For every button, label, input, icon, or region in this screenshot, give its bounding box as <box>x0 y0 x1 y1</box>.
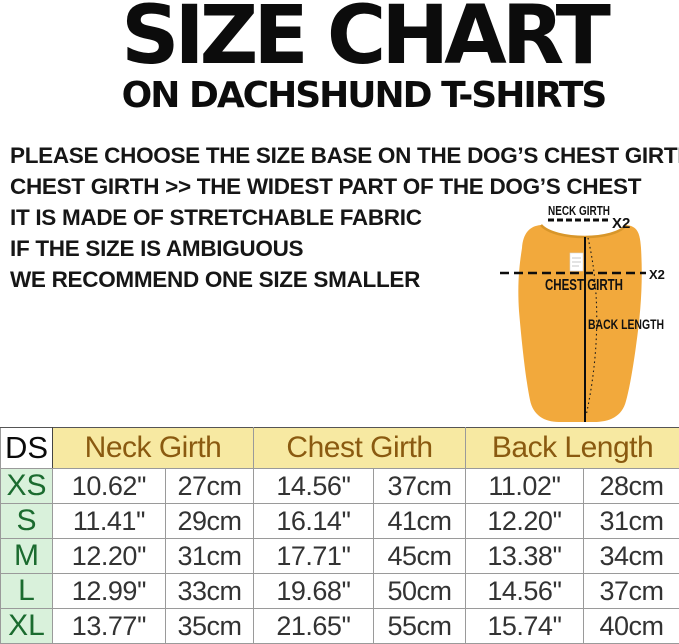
sizing-notes: PLEASE CHOOSE THE SIZE BASE ON THE DOG’S… <box>10 140 510 295</box>
value-cell: 31cm <box>584 504 679 539</box>
neck-x2-label: X2 <box>612 215 630 232</box>
value-cell: 31cm <box>166 539 254 574</box>
value-cell: 28cm <box>584 469 679 504</box>
value-cell: 37cm <box>584 574 679 609</box>
value-cell: 13.38'' <box>466 539 584 574</box>
note-line: WE RECOMMEND ONE SIZE SMALLER <box>10 264 510 295</box>
value-cell: 11.02'' <box>466 469 584 504</box>
back-length-label: BACK LENGTH <box>588 317 664 332</box>
value-cell: 41cm <box>374 504 466 539</box>
size-cell: XS <box>1 469 53 504</box>
shirt-diagram-svg: NECK GIRTH X2 X2 CHEST GIRTH BACK LENGTH <box>495 196 679 432</box>
col-header-back-length: Back Length <box>466 428 679 469</box>
value-cell: 17.71'' <box>254 539 374 574</box>
value-cell: 12.20'' <box>53 539 166 574</box>
value-cell: 34cm <box>584 539 679 574</box>
value-cell: 14.56'' <box>254 469 374 504</box>
value-cell: 50cm <box>374 574 466 609</box>
size-cell: L <box>1 574 53 609</box>
value-cell: 12.99'' <box>53 574 166 609</box>
value-cell: 27cm <box>166 469 254 504</box>
page-title: SIZE CHART <box>48 0 679 82</box>
value-cell: 33cm <box>166 574 254 609</box>
chest-x2-label: X2 <box>649 267 665 282</box>
size-cell: S <box>1 504 53 539</box>
size-cell: M <box>1 539 53 574</box>
value-cell: 13.77'' <box>53 609 166 644</box>
size-cell: XL <box>1 609 53 644</box>
value-cell: 55cm <box>374 609 466 644</box>
value-cell: 19.68'' <box>254 574 374 609</box>
value-cell: 11.41'' <box>53 504 166 539</box>
value-cell: 35cm <box>166 609 254 644</box>
shirt-diagram: NECK GIRTH X2 X2 CHEST GIRTH BACK LENGTH <box>495 196 679 432</box>
col-header-neck-girth: Neck Girth <box>53 428 254 469</box>
table-row: XL 13.77'' 35cm 21.65'' 55cm 15.74'' 40c… <box>1 609 679 644</box>
table-row: S 11.41'' 29cm 16.14'' 41cm 12.20'' 31cm <box>1 504 679 539</box>
header: SIZE CHART ON DACHSHUND T-SHIRTS <box>0 0 679 115</box>
value-cell: 29cm <box>166 504 254 539</box>
col-header-chest-girth: Chest Girth <box>254 428 466 469</box>
note-line: IF THE SIZE IS AMBIGUOUS <box>10 233 510 264</box>
corner-cell: DS <box>1 428 53 469</box>
value-cell: 12.20'' <box>466 504 584 539</box>
table-header-row: DS Neck Girth Chest Girth Back Length <box>1 428 679 469</box>
value-cell: 37cm <box>374 469 466 504</box>
size-chart-table: DS Neck Girth Chest Girth Back Length XS… <box>0 427 679 644</box>
table-row: XS 10.62'' 27cm 14.56'' 37cm 11.02'' 28c… <box>1 469 679 504</box>
chest-girth-label: CHEST GIRTH <box>545 277 623 294</box>
table-row: M 12.20'' 31cm 17.71'' 45cm 13.38'' 34cm <box>1 539 679 574</box>
note-line: PLEASE CHOOSE THE SIZE BASE ON THE DOG’S… <box>10 140 510 171</box>
note-line: IT IS MADE OF STRETCHABLE FABRIC <box>10 202 510 233</box>
value-cell: 40cm <box>584 609 679 644</box>
note-line: CHEST GIRTH >> THE WIDEST PART OF THE DO… <box>10 171 510 202</box>
neck-girth-label: NECK GIRTH <box>548 204 610 218</box>
value-cell: 14.56'' <box>466 574 584 609</box>
value-cell: 45cm <box>374 539 466 574</box>
value-cell: 16.14'' <box>254 504 374 539</box>
page-subtitle: ON DACHSHUND T-SHIRTS <box>48 77 679 115</box>
value-cell: 21.65'' <box>254 609 374 644</box>
value-cell: 10.62'' <box>53 469 166 504</box>
table-row: L 12.99'' 33cm 19.68'' 50cm 14.56'' 37cm <box>1 574 679 609</box>
value-cell: 15.74'' <box>466 609 584 644</box>
